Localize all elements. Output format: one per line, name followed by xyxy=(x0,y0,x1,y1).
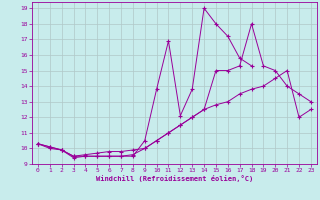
X-axis label: Windchill (Refroidissement éolien,°C): Windchill (Refroidissement éolien,°C) xyxy=(96,175,253,182)
